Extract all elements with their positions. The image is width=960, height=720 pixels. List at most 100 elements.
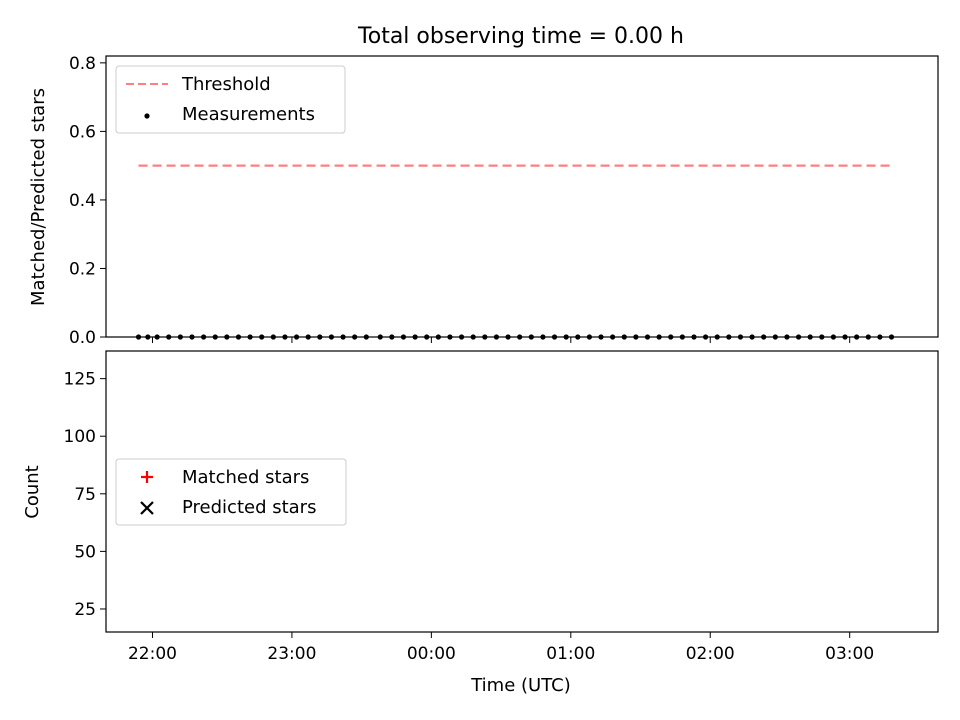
measurement-point: [435, 334, 441, 340]
measurement-point: [737, 334, 744, 340]
measurement-point: [505, 334, 511, 340]
measurement-point: [135, 334, 142, 340]
measurement-point: [702, 334, 709, 340]
matched-legend-label: Matched stars: [182, 467, 309, 488]
measurement-point: [470, 334, 476, 340]
x-tick-label: 02:00: [686, 644, 735, 664]
measurement-point: [644, 334, 651, 340]
top-y-tick-label: 0.8: [69, 54, 96, 74]
measurement-point: [189, 334, 195, 340]
x-tick-label: 23:00: [267, 644, 316, 664]
measurement-point: [517, 334, 523, 340]
measurements-legend-marker: [144, 113, 150, 119]
measurement-point: [482, 334, 488, 340]
top-y-axis-label: Matched/Predicted stars: [28, 88, 49, 306]
bottom-y-tick-label: 100: [64, 427, 96, 447]
top-y-tick-label: 0.6: [69, 122, 96, 142]
measurement-point: [177, 334, 183, 340]
measurement-point: [854, 334, 860, 340]
top-panel: Total observing time = 0.00 h 0.00.20.40…: [28, 24, 939, 348]
measurement-point: [819, 334, 825, 340]
bottom-y-tick-label: 25: [74, 600, 96, 620]
measurement-point: [830, 334, 837, 340]
top-series: [135, 164, 895, 340]
measurement-point: [633, 334, 639, 340]
measurement-point: [888, 334, 895, 340]
measurement-point: [340, 334, 346, 340]
bottom-y-tick-label: 125: [64, 370, 96, 390]
measurement-point: [679, 334, 685, 340]
measurements-legend-label: Measurements: [182, 104, 315, 125]
predicted-legend-label: Predicted stars: [182, 497, 316, 518]
measurement-point: [842, 334, 848, 340]
measurement-point: [575, 334, 581, 340]
measurement-point: [714, 334, 720, 340]
measurement-point: [212, 334, 218, 340]
bottom-plot-area: [105, 350, 939, 633]
bottom-legend-box: [115, 458, 347, 526]
measurement-point: [668, 334, 674, 340]
matched-legend-marker: [141, 471, 153, 483]
measurement-point: [865, 334, 871, 340]
measurement-point: [166, 334, 172, 340]
measurement-point: [235, 334, 242, 340]
bottom-x-ticks: 22:00 23:00 00:00 01:00 02:00 03:00: [128, 632, 874, 664]
measurement-point: [412, 334, 418, 340]
measurement-point: [458, 334, 465, 340]
measurement-point: [528, 334, 534, 340]
measurement-point: [563, 334, 569, 340]
top-legend: Threshold Measurements: [115, 65, 346, 134]
top-x-ticks: [151, 337, 851, 343]
measurement-point: [540, 334, 546, 340]
measurement-point: [447, 334, 453, 340]
measurement-point: [154, 334, 160, 340]
measurement-point: [749, 334, 755, 340]
measurement-point: [317, 334, 323, 340]
bottom-y-tick-label: 75: [74, 485, 96, 505]
measurement-point: [282, 334, 288, 340]
measurement-point: [224, 334, 230, 340]
bottom-legend: Matched stars Predicted stars: [115, 458, 347, 526]
top-y-tick-label: 0.0: [69, 328, 96, 348]
measurement-point: [586, 334, 592, 340]
measurement-point: [598, 334, 604, 340]
chart-title: Total observing time = 0.00 h: [357, 24, 684, 49]
measurement-point: [293, 334, 300, 340]
measurement-point: [610, 334, 616, 340]
x-axis-label: Time (UTC): [470, 675, 571, 696]
top-y-tick-label: 0.2: [69, 259, 96, 279]
measurement-point: [656, 334, 662, 340]
measurement-point: [784, 334, 790, 340]
x-tick-label: 03:00: [825, 644, 874, 664]
threshold-legend-label: Threshold: [181, 74, 271, 95]
top-y-ticks: 0.0 0.2 0.4 0.6 0.8: [69, 54, 106, 348]
measurement-point: [400, 334, 407, 340]
measurement-point: [621, 334, 627, 340]
top-legend-box: [115, 65, 346, 134]
measurement-point: [377, 334, 383, 340]
measurement-point: [247, 334, 253, 340]
x-tick-label: 00:00: [407, 644, 456, 664]
measurement-point: [795, 334, 802, 340]
measurement-point: [270, 334, 276, 340]
bottom-y-ticks: 25 50 75 100 125: [64, 370, 106, 620]
measurement-point: [772, 334, 778, 340]
measurement-point: [691, 334, 697, 340]
measurement-point: [145, 334, 151, 340]
bottom-y-axis-label: Count: [22, 465, 43, 518]
measurement-point: [328, 334, 335, 340]
top-y-tick-label: 0.4: [69, 191, 96, 211]
x-tick-label: 22:00: [128, 644, 177, 664]
x-tick-label: 01:00: [546, 644, 595, 664]
measurement-point: [807, 334, 813, 340]
measurement-point: [551, 334, 558, 340]
measurement-point: [493, 334, 500, 340]
measurement-point: [877, 334, 883, 340]
measurement-point: [761, 334, 767, 340]
bottom-y-tick-label: 50: [74, 542, 96, 562]
measurement-point: [259, 334, 265, 340]
measurement-point: [305, 334, 311, 340]
measurement-point: [389, 334, 395, 340]
measurement-point: [424, 334, 430, 340]
